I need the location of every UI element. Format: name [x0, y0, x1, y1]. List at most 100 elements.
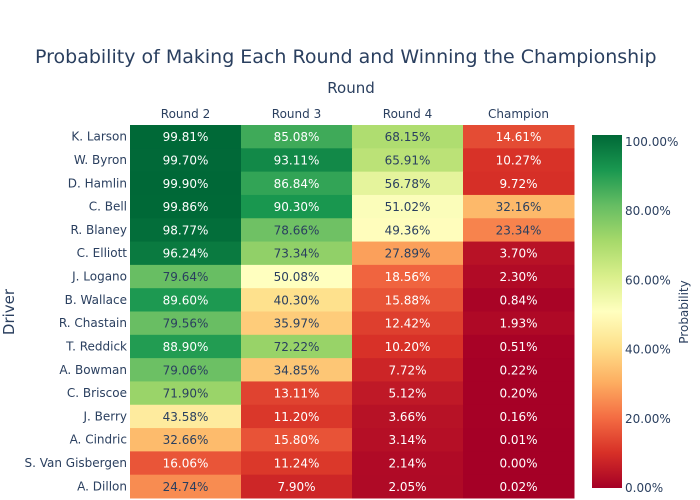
heatmap-cell	[241, 125, 353, 149]
cell-value-label: 10.20%	[385, 340, 431, 354]
heatmap-cell	[463, 194, 575, 219]
heatmap-cell	[463, 334, 575, 359]
heatmap-cell	[130, 241, 242, 266]
heatmap-cell	[463, 264, 575, 289]
heatmap-cell	[130, 264, 242, 289]
cell-value-label: 86.84%	[274, 177, 320, 191]
y-tick-labels: K. Larson W. Byron D. Hamlin C. Bell R. Blan…	[24, 130, 127, 494]
y-tick-label: K. Larson	[71, 130, 127, 144]
y-tick-label: J. Logano	[71, 270, 127, 284]
heatmap-cell	[241, 264, 353, 289]
heatmap-cell	[241, 241, 353, 266]
cell-value-label: 0.84%	[499, 293, 537, 307]
y-tick-label: D. Hamlin	[68, 176, 127, 190]
heatmap-cells	[130, 125, 575, 499]
heatmap-cell	[130, 428, 242, 452]
cell-value-label: 32.66%	[163, 433, 209, 447]
cell-value-label: 98.77%	[163, 223, 209, 237]
colorbar-tick-label: 0.00%	[625, 481, 663, 495]
cell-value-label: 90.30%	[274, 200, 320, 214]
colorbar-tick-label: 20.00%	[625, 412, 671, 426]
cell-value-label: 99.70%	[163, 153, 209, 167]
heatmap-cell	[352, 264, 464, 289]
colorbar-title: Probability	[677, 280, 691, 343]
cell-value-label: 11.24%	[274, 457, 320, 471]
cell-value-label: 88.90%	[163, 340, 209, 354]
heatmap-cell	[352, 125, 464, 149]
heatmap-cell	[352, 218, 464, 243]
cell-value-label: 56.78%	[385, 177, 431, 191]
heatmap-cell	[352, 451, 464, 476]
heatmap-cell	[130, 125, 242, 149]
cell-value-label: 35.97%	[274, 317, 320, 331]
y-tick-label: J. Berry	[82, 409, 127, 423]
cell-value-label: 14.61%	[496, 130, 542, 144]
heatmap-cell	[241, 194, 353, 219]
heatmap-cell	[130, 288, 242, 312]
cell-value-label: 68.15%	[385, 130, 431, 144]
heatmap-cell	[352, 171, 464, 196]
cell-value-label: 0.16%	[499, 410, 537, 424]
colorbar-tick-labels: 0.00% 20.00% 40.00% 60.00% 80.00% 100.00%	[625, 135, 678, 495]
heatmap-cell	[352, 428, 464, 452]
heatmap-cell	[463, 148, 575, 173]
cell-value-label: 27.89%	[385, 247, 431, 261]
heatmap-cell	[352, 474, 464, 499]
heatmap-cell	[130, 148, 242, 173]
cell-value-label: 72.22%	[274, 340, 320, 354]
cell-value-label: 99.86%	[163, 200, 209, 214]
y-tick-label: A. Bowman	[59, 363, 127, 377]
heatmap-cell	[463, 381, 575, 406]
heatmap-cell	[241, 404, 353, 429]
colorbar: 0.00% 20.00% 40.00% 60.00% 80.00% 100.00% Pro…	[592, 135, 691, 495]
cell-value-label: 1.93%	[499, 317, 537, 331]
cell-value-label: 78.66%	[274, 223, 320, 237]
x-tick-label: Round 4	[383, 107, 432, 121]
heatmap-cell	[463, 358, 575, 382]
heatmap-cell	[352, 334, 464, 359]
cell-value-label: 85.08%	[274, 130, 320, 144]
heatmap-cell	[463, 241, 575, 266]
heatmap-cell	[352, 148, 464, 173]
heatmap-cell	[352, 241, 464, 266]
heatmap-cell	[241, 288, 353, 312]
cell-value-label: 15.88%	[385, 293, 431, 307]
x-tick-label: Round 2	[161, 107, 210, 121]
heatmap-cell	[241, 381, 353, 406]
cell-value-label: 79.64%	[163, 270, 209, 284]
cell-value-label: 65.91%	[385, 153, 431, 167]
cell-value-label: 3.14%	[388, 433, 426, 447]
y-tick-label: R. Chastain	[59, 316, 127, 330]
cell-value-label: 96.24%	[163, 247, 209, 261]
heatmap-cell	[130, 334, 242, 359]
cell-value-label: 2.05%	[388, 480, 426, 494]
heatmap-cell	[463, 218, 575, 243]
y-tick-label: S. Van Gisbergen	[24, 456, 127, 470]
cell-value-label: 10.27%	[496, 153, 542, 167]
y-tick-label: A. Dillon	[77, 479, 127, 493]
heatmap-cell	[130, 218, 242, 243]
cell-value-label: 43.58%	[163, 410, 209, 424]
cell-value-label: 23.34%	[496, 223, 542, 237]
cell-value-label: 0.20%	[499, 387, 537, 401]
x-tick-label: Champion	[488, 107, 549, 121]
cell-value-label: 2.14%	[388, 457, 426, 471]
chart-title: Probability of Making Each Round and Win…	[35, 46, 657, 68]
cell-value-label: 40.30%	[274, 293, 320, 307]
cell-value-label: 71.90%	[163, 387, 209, 401]
cell-value-label: 9.72%	[499, 177, 537, 191]
heatmap-cell	[130, 451, 242, 476]
heatmap-cell	[241, 218, 353, 243]
cell-value-label: 16.06%	[163, 457, 209, 471]
x-axis-title: Round	[327, 79, 374, 97]
cell-value-label: 34.85%	[274, 363, 320, 377]
heatmap-cell	[352, 404, 464, 429]
heatmap-cell	[352, 311, 464, 336]
heatmap-cell	[352, 194, 464, 219]
cell-value-label: 3.66%	[388, 410, 426, 424]
cell-value-label: 99.81%	[163, 130, 209, 144]
heatmap-cell	[463, 451, 575, 476]
colorbar-tick-label: 100.00%	[625, 135, 678, 149]
cell-value-label: 7.72%	[388, 363, 426, 377]
